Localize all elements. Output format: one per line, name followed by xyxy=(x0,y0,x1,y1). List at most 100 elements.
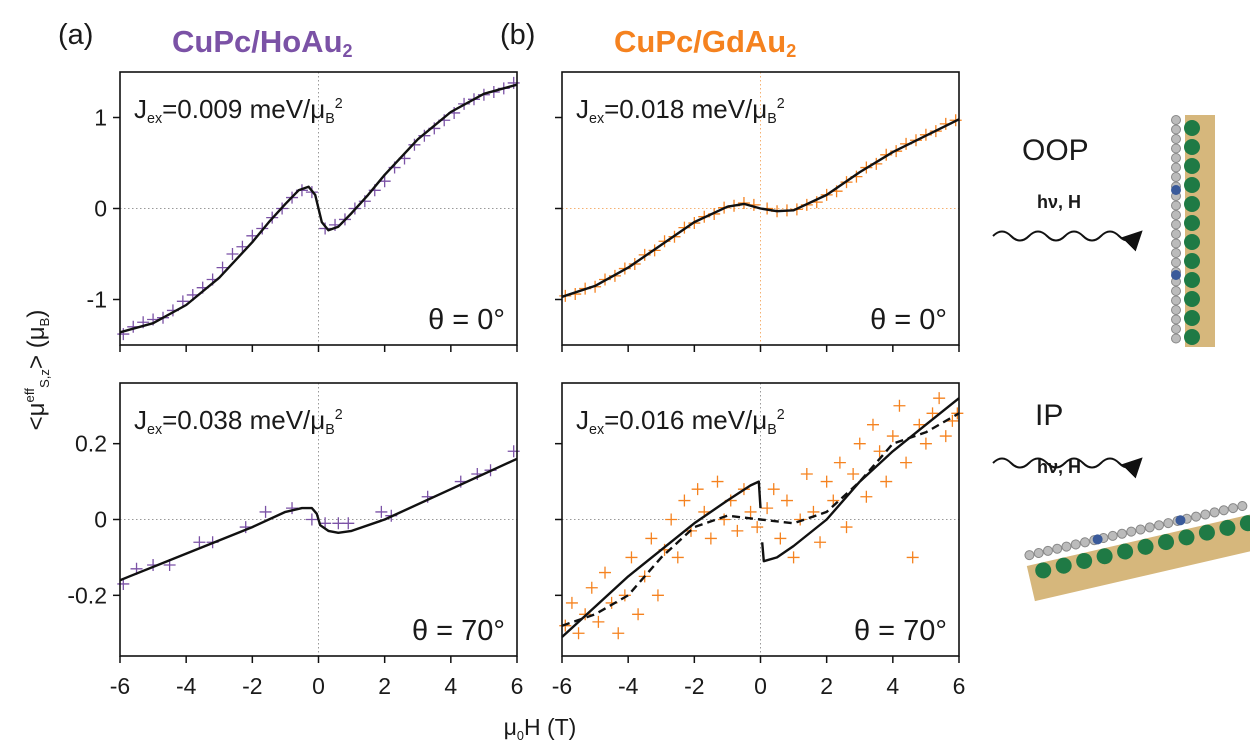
y-tick-label: -1 xyxy=(87,287,107,313)
data-point xyxy=(585,581,598,594)
data-point xyxy=(794,513,807,526)
data-point xyxy=(893,399,906,412)
data-point xyxy=(665,513,678,526)
data-point xyxy=(933,392,946,405)
data-point xyxy=(926,407,939,420)
x-tick-label: 2 xyxy=(820,673,833,699)
data-point xyxy=(880,475,893,488)
data-point xyxy=(176,295,189,308)
y-tick-label: -0.2 xyxy=(67,582,107,608)
x-tick-label: 6 xyxy=(511,673,524,699)
data-point xyxy=(226,248,239,260)
atom-molecule xyxy=(1191,511,1202,522)
atom-cu xyxy=(1171,270,1181,280)
text-part: H (T) xyxy=(524,714,576,740)
x-tick-label: -2 xyxy=(684,673,704,699)
data-point xyxy=(375,505,388,518)
text-part: J xyxy=(576,94,589,124)
atom-gd xyxy=(1055,557,1072,574)
x-tick-label: 0 xyxy=(754,673,767,699)
data-point xyxy=(565,596,578,609)
atom-gd xyxy=(1184,291,1200,307)
ip-structure xyxy=(1024,500,1250,602)
text-part: J xyxy=(134,94,147,124)
text-part: eff xyxy=(22,388,37,403)
atom-molecule xyxy=(1135,524,1146,535)
atom-molecule xyxy=(1171,219,1181,230)
data-point xyxy=(691,483,704,496)
x-tick-label: 4 xyxy=(886,673,899,699)
atom-molecule xyxy=(1171,238,1181,249)
title-main: CuPc/GdAu xyxy=(614,24,786,59)
atom-gd xyxy=(1184,120,1200,136)
text-part: =0.016 meV/μ xyxy=(604,405,767,435)
data-point xyxy=(599,566,612,579)
data-point xyxy=(286,502,299,515)
text-part: ) xyxy=(23,310,50,318)
fit-line xyxy=(561,412,960,627)
atom-molecule xyxy=(1163,518,1174,529)
atom-cu xyxy=(1171,185,1181,195)
atom-gd xyxy=(1184,215,1200,231)
geometry-label: IP xyxy=(1035,399,1063,432)
angle-label: θ = 70° xyxy=(854,615,947,647)
text-part: B xyxy=(37,317,52,326)
atom-molecule xyxy=(1171,200,1181,211)
atom-molecule xyxy=(1209,507,1220,518)
data-point xyxy=(833,456,846,469)
text-part: μ xyxy=(504,714,517,740)
atom-molecule xyxy=(1218,505,1229,516)
text-part: > (μ xyxy=(23,326,50,369)
atom-molecule xyxy=(1061,541,1072,552)
data-point xyxy=(678,494,691,507)
atom-molecule xyxy=(1079,537,1090,548)
beam-arrow xyxy=(992,457,1143,479)
atom-molecule xyxy=(1228,503,1239,514)
data-point xyxy=(767,483,780,496)
data-point xyxy=(651,589,664,602)
x-tick-label: -6 xyxy=(552,673,572,699)
data-point xyxy=(814,536,827,549)
data-point xyxy=(342,517,355,530)
x-tick-label: 4 xyxy=(444,673,457,699)
text-part: 2 xyxy=(335,407,343,423)
data-point xyxy=(507,445,520,458)
atom-molecule xyxy=(1171,162,1181,173)
x-axis-label: μ0H (T) xyxy=(504,714,577,743)
exchange-annotation: Jex=0.038 meV/μB2 xyxy=(134,405,343,438)
data-point xyxy=(612,627,625,640)
data-point xyxy=(572,627,585,640)
fit-line xyxy=(561,118,960,298)
text-part: =0.009 meV/μ xyxy=(162,94,325,124)
data-point xyxy=(408,138,421,151)
data-point xyxy=(645,532,658,545)
data-point xyxy=(625,551,638,564)
atom-molecule xyxy=(1033,547,1044,558)
data-point xyxy=(704,532,717,545)
x-tick-label: -2 xyxy=(242,673,262,699)
text-part: B xyxy=(325,422,335,438)
data-point xyxy=(236,240,249,253)
x-tick-label: 2 xyxy=(378,673,391,699)
y-axis-label: <μeffS,z> (μB) xyxy=(22,310,51,431)
y-tick-label: 0 xyxy=(94,507,107,533)
title-sub: 2 xyxy=(343,41,353,61)
oop-structure xyxy=(1171,115,1215,347)
atom-gd xyxy=(1076,552,1093,569)
atom-gd xyxy=(1219,519,1236,536)
atom-molecule xyxy=(1171,153,1181,163)
y-tick-label: 0.2 xyxy=(75,431,107,457)
atom-gd xyxy=(1158,534,1175,551)
data-point xyxy=(853,437,866,450)
atom-molecule xyxy=(1042,545,1053,556)
data-point xyxy=(744,505,757,518)
fit-line xyxy=(561,397,960,638)
data-point xyxy=(731,524,744,537)
atom-molecule xyxy=(1237,500,1248,511)
atom-molecule xyxy=(1200,509,1211,520)
atom-gd xyxy=(1198,524,1215,541)
